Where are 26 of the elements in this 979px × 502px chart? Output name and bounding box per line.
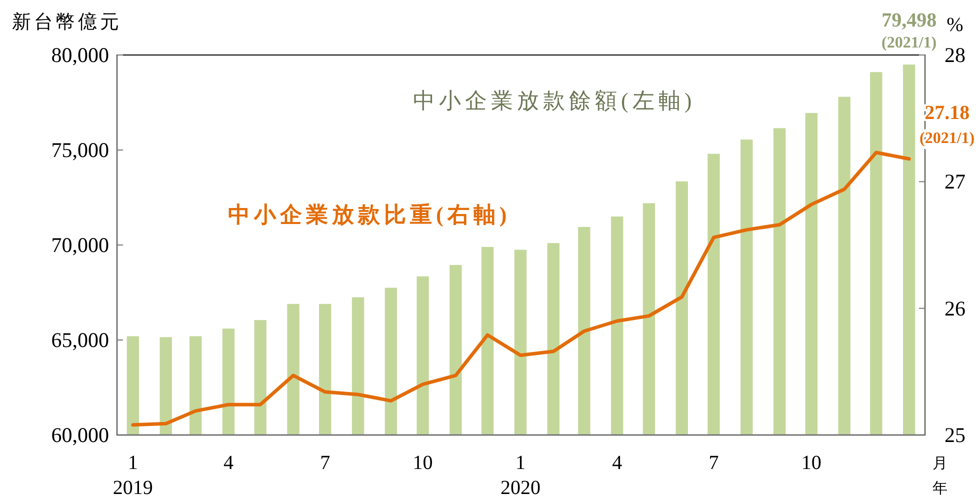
text: 2019 (112, 477, 153, 499)
y2-axis-title: % (946, 14, 964, 36)
y2-tick-label: 28 (944, 43, 966, 67)
y-tick-label: 70,000 (51, 233, 109, 257)
x-tick-label: 1 (128, 452, 138, 474)
text: 中小企業放款比重(右軸) (228, 202, 511, 227)
y-axis-title: 新台幣億元 (12, 11, 122, 33)
x-tick-label: 10 (412, 452, 433, 474)
y-tick-label: 80,000 (51, 43, 109, 67)
text: 2020 (500, 477, 540, 499)
x-tick-label: 10 (801, 452, 822, 474)
y2-tick-label: 27 (944, 170, 966, 194)
x-tick-label: 7 (708, 452, 719, 474)
x-tick-label: 7 (320, 452, 330, 474)
x-tick-label: 4 (612, 452, 622, 474)
y-tick-label: 75,000 (51, 138, 109, 162)
x-tick-label: 1 (515, 452, 526, 474)
y2-tick-label: 25 (944, 423, 966, 447)
y-tick-label: 60,000 (51, 423, 109, 447)
x-axis-title: 月年 (932, 456, 948, 497)
line-series (131, 150, 911, 427)
series-label: 中小企業放款餘額(左軸) (413, 88, 696, 113)
y-tick-label: 65,000 (51, 328, 109, 352)
data-label: 79,498 (2021/1) (882, 10, 937, 52)
x-tick-label: 4 (223, 452, 234, 474)
y2-tick-label: 26 (944, 296, 966, 320)
